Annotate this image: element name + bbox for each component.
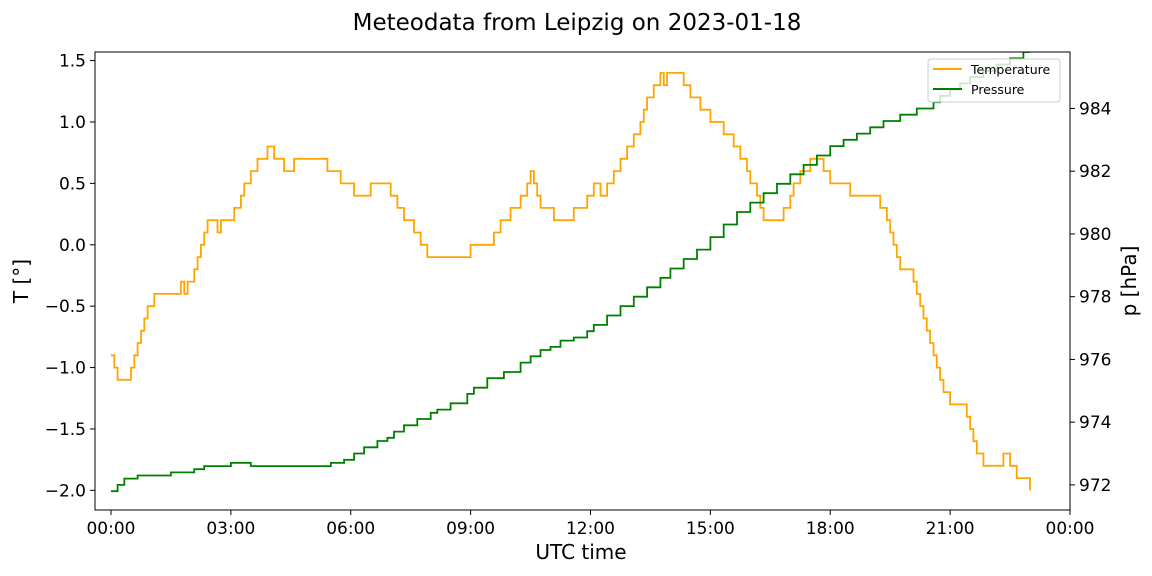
- y-left-tick-label: −0.5: [45, 297, 86, 317]
- x-axis: 00:00 03:00 06:00 09:00 12:00 15:00 18:00 21:00…: [86, 510, 1095, 539]
- y-right-tick-label: 974: [1079, 413, 1111, 433]
- x-tick-label: 12:00: [566, 519, 615, 539]
- y-right-tick-label: 978: [1079, 288, 1111, 308]
- x-axis-label: UTC time: [535, 540, 626, 564]
- series-line-pressure: [111, 52, 1030, 493]
- y-axis-left-label: T [°]: [9, 259, 33, 304]
- y-right-tick-label: 980: [1079, 225, 1111, 245]
- legend-label-temperature: Temperature: [970, 62, 1050, 77]
- y-right-tick-label: 972: [1079, 476, 1111, 496]
- y-axis-right: 984 982 980 978 976 974 972: [1070, 99, 1111, 496]
- x-tick-label: 21:00: [926, 519, 975, 539]
- y-axis-right-label: p [hPa]: [1117, 246, 1141, 317]
- y-left-tick-label: −2.0: [45, 481, 86, 501]
- x-tick-label: 06:00: [326, 519, 375, 539]
- x-tick-label: 00:00: [86, 519, 135, 539]
- y-left-tick-label: 0.0: [59, 236, 86, 256]
- y-right-tick-label: 982: [1079, 162, 1111, 182]
- x-tick-label: 00:00: [1046, 519, 1095, 539]
- legend-label-pressure: Pressure: [971, 82, 1025, 97]
- x-tick-label: 18:00: [806, 519, 855, 539]
- y-right-tick-label: 984: [1079, 99, 1111, 119]
- x-tick-label: 03:00: [206, 519, 255, 539]
- x-tick-label: 09:00: [446, 519, 495, 539]
- y-left-tick-label: 1.0: [59, 113, 86, 133]
- x-tick-label: 15:00: [686, 519, 735, 539]
- y-axis-left: 1.5 1.0 0.5 0.0 −0.5 −1.0 −1.5 −2.0: [45, 52, 95, 501]
- legend: Temperature Pressure: [927, 58, 1061, 103]
- y-right-tick-label: 976: [1079, 350, 1111, 370]
- chart-title: Meteodata from Leipzig on 2023-01-18: [353, 10, 802, 36]
- y-left-tick-label: −1.5: [45, 420, 86, 440]
- series-line-temperature: [111, 72, 1031, 491]
- y-left-tick-label: 0.5: [59, 174, 86, 194]
- y-left-tick-label: −1.0: [45, 359, 86, 379]
- y-left-tick-label: 1.5: [59, 52, 86, 72]
- series-layer: [111, 52, 1031, 493]
- plot-frame: [94, 51, 1071, 511]
